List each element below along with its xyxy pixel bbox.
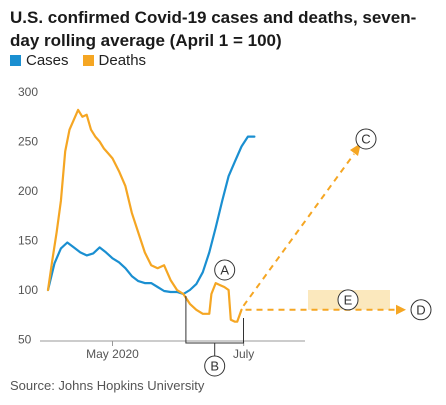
y-tick-label: 200 — [18, 184, 38, 198]
annotation-d-label: D — [416, 302, 425, 317]
annotation-b-label: B — [210, 359, 219, 374]
annotation-d-circle — [410, 299, 432, 321]
annotation-c-arrowhead — [350, 143, 361, 156]
legend-deaths-swatch — [82, 55, 94, 66]
annotation-e-circle — [337, 289, 359, 311]
y-tick-label: 250 — [18, 135, 38, 149]
y-axis-ticks: 300 250 200 150 100 50 — [18, 85, 38, 346]
legend-cases-label: Cases — [26, 52, 69, 69]
y-tick-label: 150 — [18, 234, 38, 248]
y-tick-label: 300 — [18, 85, 38, 99]
series-line-cases — [46, 135, 256, 296]
annotation-a-label: A — [220, 263, 229, 278]
x-tick-label: July — [233, 347, 254, 361]
annotation-b-bracket — [185, 296, 244, 344]
annotation-c-arrow-line — [242, 153, 355, 307]
series-line-deaths — [46, 108, 243, 323]
y-tick-label: 100 — [18, 283, 38, 297]
annotation-b-circle — [204, 355, 226, 377]
legend-deaths-label: Deaths — [98, 52, 147, 69]
chart-legend: Cases Deaths — [10, 52, 154, 69]
x-tick-label: May 2020 — [86, 347, 139, 361]
annotation-c-label: C — [361, 132, 370, 147]
source-note: Source: Johns Hopkins University — [10, 378, 205, 393]
series-lines — [46, 108, 256, 323]
annotation-a-circle — [214, 259, 236, 281]
annotation-d-arrowhead — [396, 304, 406, 315]
y-tick-label: 50 — [18, 332, 32, 346]
annotation-e-label: E — [344, 292, 353, 307]
x-axis: May 2020 July — [40, 340, 305, 361]
chart-title: U.S. confirmed Covid-19 cases and deaths… — [10, 8, 417, 50]
annotations: A B C D E — [185, 128, 432, 377]
legend-deaths: Deaths — [82, 52, 147, 69]
legend-cases: Cases — [10, 52, 69, 69]
legend-cases-swatch — [10, 55, 21, 66]
annotation-c-circle — [355, 128, 377, 150]
